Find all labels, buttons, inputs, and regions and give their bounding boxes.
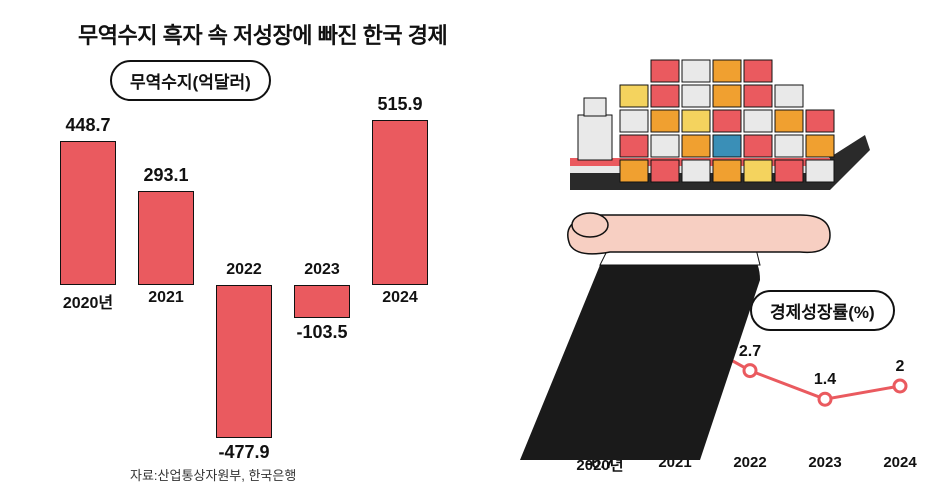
bar-value: -477.9 (204, 442, 284, 463)
ship-on-hand-illustration (460, 20, 900, 340)
bar-year: 2020년 (48, 289, 128, 313)
data-source: 자료:산업통상자원부, 한국은행 (130, 465, 296, 484)
bar-year: 2023 (282, 261, 362, 279)
bar-value: 515.9 (360, 94, 440, 115)
bar (138, 191, 194, 285)
bar (216, 285, 272, 438)
bar-value: -103.5 (282, 322, 362, 343)
bar-year: 2022 (204, 261, 284, 279)
bar-value: 293.1 (126, 165, 206, 186)
bar (372, 120, 428, 285)
bar-year: 2024 (360, 289, 440, 307)
trade-balance-bar-chart: 448.72020년293.12021-477.92022-103.520235… (60, 100, 460, 440)
bar (294, 285, 350, 318)
bar-value: 448.7 (48, 115, 128, 136)
page-title: 무역수지 흑자 속 저성장에 빠진 한국 경제 (78, 18, 447, 50)
bar-chart-label-badge: 무역수지(억달러) (110, 60, 271, 101)
bar (60, 141, 116, 285)
bar-year: 2021 (126, 289, 206, 307)
